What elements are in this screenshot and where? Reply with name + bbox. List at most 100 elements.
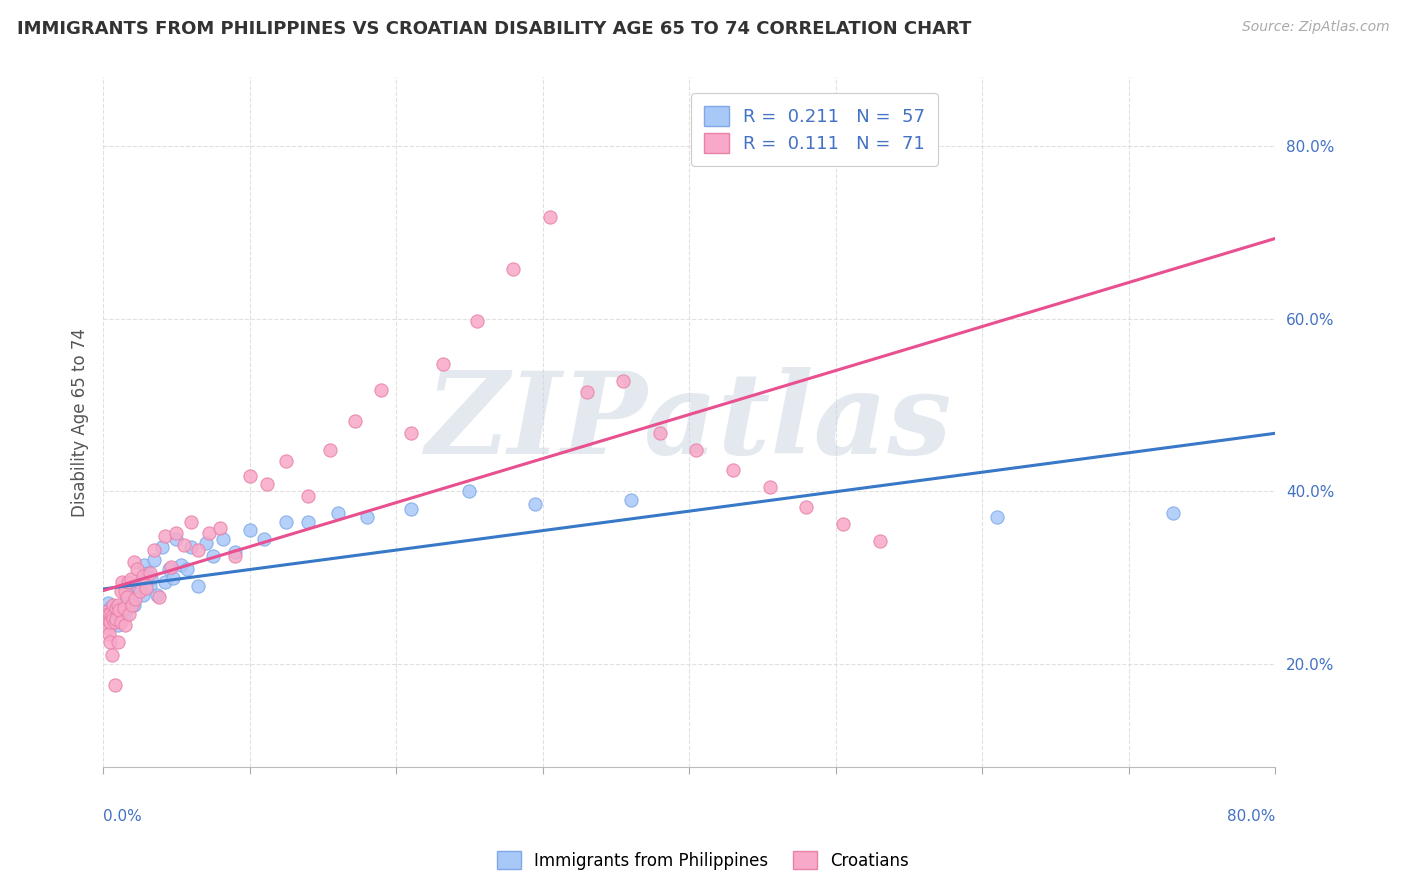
Point — [105, 615, 128, 630]
Point — [141, 570, 163, 584]
Legend: Immigrants from Philippines, Croatians: Immigrants from Philippines, Croatians — [491, 845, 915, 877]
Point — [399, 501, 422, 516]
Point — [131, 569, 153, 583]
Point — [458, 484, 481, 499]
Point — [104, 609, 127, 624]
Point — [94, 615, 117, 630]
Point — [104, 615, 127, 630]
Point — [107, 598, 129, 612]
Point — [112, 600, 135, 615]
Text: 80.0%: 80.0% — [1227, 809, 1275, 823]
Point — [619, 492, 641, 507]
Point — [114, 583, 136, 598]
Point — [124, 586, 146, 600]
Point — [103, 607, 125, 621]
Point — [180, 541, 202, 555]
Point — [648, 425, 671, 440]
Point — [101, 648, 124, 662]
Point — [118, 607, 141, 621]
Point — [114, 618, 136, 632]
Point — [209, 520, 232, 534]
Point — [685, 442, 707, 457]
Point — [319, 442, 342, 457]
Point — [115, 592, 138, 607]
Point — [721, 463, 744, 477]
Point — [120, 572, 142, 586]
Point — [110, 607, 132, 621]
Point — [159, 560, 181, 574]
Point — [162, 570, 184, 584]
Point — [135, 581, 157, 595]
Point — [122, 598, 145, 612]
Point — [134, 558, 156, 572]
Point — [370, 383, 392, 397]
Point — [125, 579, 148, 593]
Point — [143, 543, 166, 558]
Point — [150, 541, 173, 555]
Point — [104, 678, 127, 692]
Point — [103, 612, 125, 626]
Legend: R =  0.211   N =  57, R =  0.111   N =  71: R = 0.211 N = 57, R = 0.111 N = 71 — [690, 94, 938, 166]
Point — [180, 515, 202, 529]
Point — [111, 574, 134, 589]
Point — [153, 574, 176, 589]
Point — [98, 612, 121, 626]
Point — [153, 529, 176, 543]
Point — [187, 543, 209, 558]
Point — [96, 607, 118, 621]
Point — [104, 614, 127, 628]
Point — [276, 515, 298, 529]
Point — [326, 506, 349, 520]
Y-axis label: Disability Age 65 to 74: Disability Age 65 to 74 — [72, 328, 89, 516]
Point — [432, 357, 454, 371]
Point — [101, 605, 124, 619]
Point — [344, 414, 367, 428]
Point — [239, 468, 262, 483]
Point — [794, 500, 817, 514]
Point — [114, 600, 136, 615]
Point — [112, 598, 135, 612]
Point — [297, 489, 319, 503]
Point — [105, 612, 128, 626]
Point — [465, 313, 488, 327]
Point — [224, 549, 246, 563]
Point — [139, 566, 162, 581]
Point — [399, 425, 422, 440]
Point — [105, 600, 128, 615]
Point — [131, 588, 153, 602]
Point — [121, 583, 143, 598]
Point — [115, 590, 138, 604]
Point — [118, 592, 141, 607]
Point — [538, 210, 561, 224]
Point — [124, 592, 146, 607]
Point — [108, 603, 131, 617]
Point — [832, 517, 855, 532]
Point — [107, 618, 129, 632]
Point — [165, 525, 187, 540]
Point — [117, 600, 139, 615]
Point — [194, 536, 217, 550]
Point — [165, 532, 187, 546]
Point — [502, 261, 524, 276]
Point — [758, 480, 780, 494]
Point — [121, 598, 143, 612]
Point — [575, 385, 598, 400]
Point — [117, 574, 139, 589]
Point — [107, 605, 129, 619]
Point — [96, 596, 118, 610]
Point — [136, 566, 159, 581]
Point — [253, 532, 276, 546]
Point — [1161, 506, 1184, 520]
Point — [143, 553, 166, 567]
Point — [120, 596, 142, 610]
Point — [93, 605, 115, 619]
Point — [98, 626, 121, 640]
Point — [107, 635, 129, 649]
Point — [94, 609, 117, 624]
Text: ZIPatlas: ZIPatlas — [426, 367, 952, 478]
Point — [100, 600, 122, 615]
Point — [297, 515, 319, 529]
Point — [197, 525, 219, 540]
Point — [103, 598, 125, 612]
Point — [276, 454, 298, 468]
